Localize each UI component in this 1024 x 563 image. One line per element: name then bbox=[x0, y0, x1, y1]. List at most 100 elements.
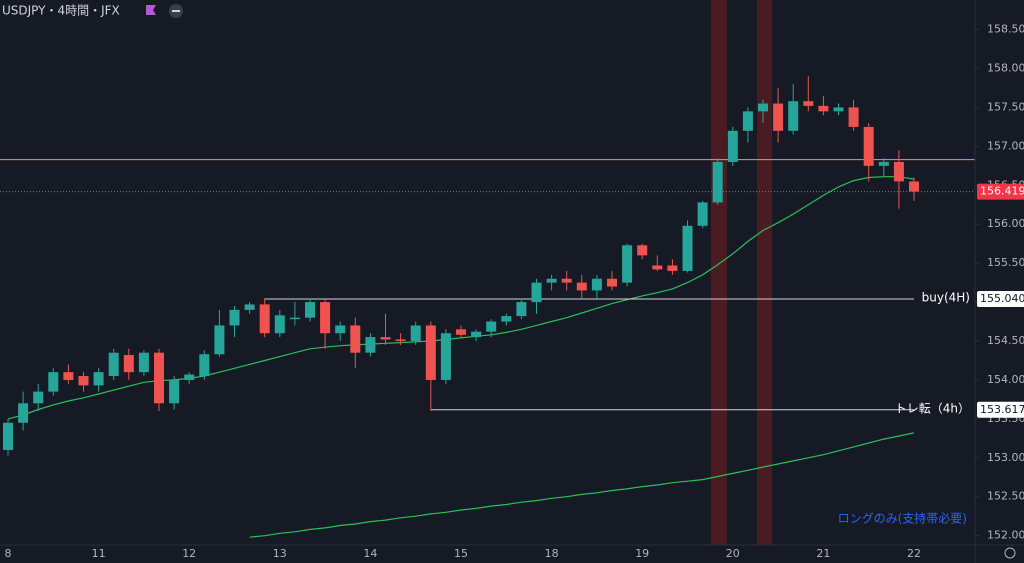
chart-title: USDJPY・4時間・JFX bbox=[2, 4, 120, 18]
candle-body bbox=[259, 304, 270, 334]
candle-body bbox=[712, 161, 723, 203]
candle-body bbox=[33, 391, 44, 404]
line-label: buy(4H) bbox=[922, 290, 970, 304]
candle-body bbox=[93, 372, 104, 386]
x-tick-label: 13 bbox=[273, 547, 287, 560]
candle-body bbox=[682, 225, 693, 271]
candle-body bbox=[788, 101, 799, 131]
candle-body bbox=[667, 265, 678, 271]
candle-body bbox=[637, 245, 648, 256]
price-tag bbox=[977, 401, 1024, 418]
candle-body bbox=[425, 325, 436, 380]
candle-body bbox=[531, 282, 542, 303]
x-tick-label: 11 bbox=[92, 547, 106, 560]
candle-body bbox=[335, 325, 346, 334]
candle-body bbox=[289, 317, 300, 320]
candle-body bbox=[878, 161, 889, 166]
y-tick-label: 158.500 bbox=[987, 23, 1024, 36]
candle-body bbox=[350, 325, 361, 353]
candle-body bbox=[516, 302, 527, 317]
candle-body bbox=[773, 103, 784, 131]
y-tick-label: 157.000 bbox=[987, 139, 1024, 152]
candle-body bbox=[863, 126, 874, 166]
candle-body bbox=[18, 403, 29, 423]
x-tick-label: 20 bbox=[726, 547, 740, 560]
candle-body bbox=[471, 331, 482, 338]
candle-body bbox=[652, 265, 663, 270]
candle-body bbox=[3, 422, 13, 451]
x-tick-label: 8 bbox=[5, 547, 12, 560]
candle-body bbox=[184, 374, 195, 380]
line-label: トレ転（4h） bbox=[895, 401, 970, 415]
candle-body bbox=[48, 372, 59, 392]
candle-body bbox=[727, 130, 738, 162]
candle-body bbox=[561, 278, 572, 283]
x-tick-label: 22 bbox=[907, 547, 921, 560]
x-tick-label: 15 bbox=[454, 547, 468, 560]
candle-body bbox=[380, 337, 391, 340]
candle-body bbox=[697, 202, 708, 226]
candle-body bbox=[486, 321, 497, 332]
candle-body bbox=[440, 333, 451, 380]
price-tag-label: 156.419 bbox=[980, 185, 1024, 198]
candle-body bbox=[154, 352, 164, 404]
highlight-band bbox=[711, 0, 727, 545]
candle-body bbox=[848, 107, 859, 127]
annotation: ロングのみ(支持帯必要) bbox=[838, 511, 967, 526]
candle-body bbox=[214, 325, 225, 355]
candle-body bbox=[546, 278, 557, 283]
candle-body bbox=[365, 337, 376, 353]
x-tick-label: 14 bbox=[363, 547, 377, 560]
candle-body bbox=[893, 161, 904, 182]
candle-body bbox=[229, 309, 240, 326]
y-tick-label: 154.500 bbox=[987, 334, 1024, 347]
x-tick-label: 19 bbox=[635, 547, 649, 560]
candle-body bbox=[501, 316, 512, 322]
moving-average bbox=[249, 432, 915, 538]
candle-body bbox=[78, 376, 89, 386]
y-tick-label: 157.500 bbox=[987, 100, 1024, 113]
candle-body bbox=[123, 355, 134, 373]
candle-body bbox=[63, 372, 74, 380]
candle-body bbox=[833, 107, 844, 112]
y-tick-label: 152.500 bbox=[987, 490, 1024, 503]
candle-body bbox=[758, 103, 768, 112]
y-tick-label: 158.000 bbox=[987, 62, 1024, 75]
candle-body bbox=[742, 111, 753, 131]
y-tick-label: 154.000 bbox=[987, 373, 1024, 386]
candle-body bbox=[108, 352, 119, 377]
candle-body bbox=[305, 302, 315, 318]
candle-body bbox=[274, 315, 285, 334]
x-tick-label: 12 bbox=[182, 547, 196, 560]
price-tag bbox=[977, 290, 1024, 307]
flag-icon[interactable] bbox=[146, 5, 156, 15]
candle-body bbox=[591, 278, 602, 291]
highlight-band bbox=[757, 0, 772, 545]
candle-body bbox=[909, 181, 919, 192]
x-tick-label: 18 bbox=[545, 547, 559, 560]
candle-body bbox=[622, 245, 633, 283]
price-tag-label: 153.617 bbox=[980, 403, 1024, 416]
candle-body bbox=[199, 354, 210, 377]
y-tick-label: 155.500 bbox=[987, 256, 1024, 269]
candle-body bbox=[456, 329, 466, 335]
candle-body bbox=[818, 105, 829, 112]
candle-body bbox=[138, 352, 149, 373]
y-tick-label: 152.000 bbox=[987, 529, 1024, 542]
y-tick-label: 156.000 bbox=[987, 217, 1024, 230]
price-tag-label: 155.040 bbox=[980, 292, 1024, 305]
candle-body bbox=[395, 339, 406, 342]
candle-body bbox=[576, 282, 587, 291]
x-tick-label: 21 bbox=[816, 547, 830, 560]
candle-body bbox=[320, 302, 331, 334]
candle-body bbox=[169, 379, 180, 404]
candle-body bbox=[803, 101, 814, 106]
candle-body bbox=[607, 278, 617, 287]
candle-body bbox=[410, 325, 421, 342]
price-tag bbox=[977, 183, 1024, 200]
candle-body bbox=[244, 304, 255, 310]
settings-icon[interactable] bbox=[1004, 547, 1016, 559]
